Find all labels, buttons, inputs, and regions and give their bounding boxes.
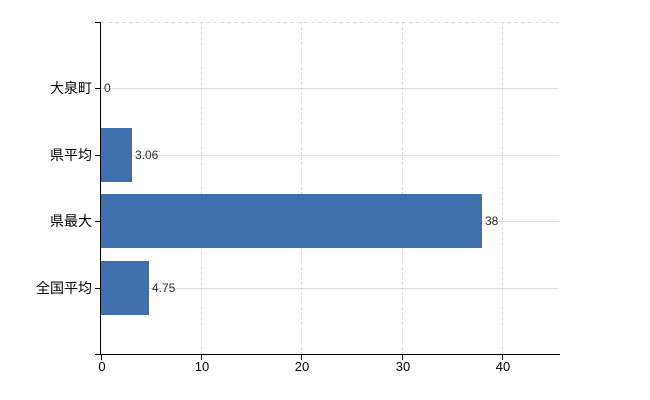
y-axis-tick <box>95 155 101 156</box>
bar-value-label: 3.06 <box>135 148 159 162</box>
x-axis-line <box>95 354 560 355</box>
bar <box>101 128 132 182</box>
bar <box>101 261 149 315</box>
x-axis-tick <box>402 355 403 360</box>
plot-top-border <box>101 22 559 23</box>
vertical-gridline <box>402 22 403 354</box>
x-axis-tick <box>502 355 503 360</box>
x-axis-tick <box>301 355 302 360</box>
y-axis-line <box>100 22 101 355</box>
x-tick-label: 30 <box>395 359 411 374</box>
x-axis-tick <box>201 355 202 360</box>
vertical-gridline <box>502 22 503 354</box>
horizontal-gridline <box>101 155 559 156</box>
bar-value-label: 4.75 <box>152 281 176 295</box>
y-axis-tick <box>95 88 101 89</box>
vertical-gridline <box>201 22 202 354</box>
y-axis-end-tick <box>95 22 101 23</box>
bar-value-label: 0 <box>104 81 111 95</box>
x-tick-label: 0 <box>98 359 106 374</box>
category-label: 大泉町 <box>50 80 92 96</box>
x-axis-tick <box>101 355 102 360</box>
x-tick-label: 10 <box>194 359 210 374</box>
category-label: 県平均 <box>50 147 92 163</box>
x-tick-label: 20 <box>294 359 310 374</box>
bar <box>101 194 482 248</box>
category-label: 県最大 <box>50 213 92 229</box>
plot-area: 0 3.06 38 4.75 <box>101 22 559 354</box>
y-axis-tick <box>95 221 101 222</box>
category-label: 全国平均 <box>36 280 92 296</box>
x-tick-label: 40 <box>495 359 511 374</box>
horizontal-gridline <box>101 88 559 89</box>
vertical-gridline <box>301 22 302 354</box>
horizontal-gridline <box>101 288 559 289</box>
y-axis-tick <box>95 288 101 289</box>
bar-value-label: 38 <box>485 214 499 228</box>
